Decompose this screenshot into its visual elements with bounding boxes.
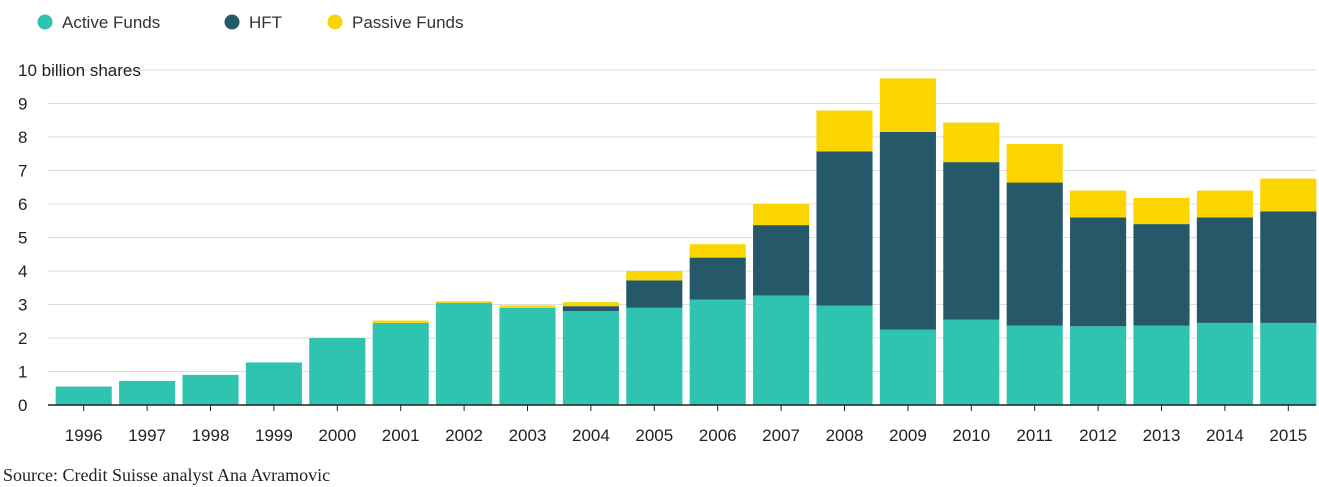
legend-marker-1 [224,14,240,30]
bar-2011-passive-funds [1006,144,1063,183]
bar-2004-hft [562,306,619,312]
x-tick-label-2008: 2008 [826,426,864,445]
bar-2003-passive-funds [499,305,556,308]
x-tick-label-2015: 2015 [1269,426,1307,445]
bar-2007-passive-funds [753,204,810,226]
bar-1996-active-funds [55,386,112,405]
x-tick-label-2002: 2002 [445,426,483,445]
x-tick-label-2000: 2000 [318,426,356,445]
bar-2014-hft [1196,217,1253,323]
bar-2006-passive-funds [689,244,746,258]
legend-label-0: Active Funds [62,13,160,32]
x-tick-label-2012: 2012 [1079,426,1117,445]
y-tick-label-0: 0 [18,396,27,415]
y-tick-label-4: 4 [18,262,27,281]
x-tick-label-2004: 2004 [572,426,610,445]
x-tick-label-2013: 2013 [1143,426,1181,445]
gridlines [48,69,1316,372]
bar-2001-passive-funds [372,320,429,323]
bar-2013-hft [1133,224,1190,326]
y-tick-label-1: 1 [18,363,27,382]
bar-2010-passive-funds [943,122,1000,163]
bar-2004-passive-funds [562,302,619,307]
x-tick-label-2006: 2006 [699,426,737,445]
x-tick-label-1998: 1998 [192,426,230,445]
x-tick-label-2010: 2010 [952,426,990,445]
y-tick-label-10: 10 billion shares [18,61,141,80]
bar-2015-hft [1260,211,1317,323]
bar-2002-passive-funds [436,301,493,303]
x-tick-label-2011: 2011 [1016,426,1053,445]
y-tick-label-2: 2 [18,329,27,348]
bar-2012-passive-funds [1070,190,1127,218]
x-tick-label-2009: 2009 [889,426,927,445]
y-tick-label-3: 3 [18,296,27,315]
bar-2009-active-funds [879,329,936,406]
bar-2013-passive-funds [1133,197,1190,225]
bar-2006-hft [689,257,746,300]
legend: Active Funds HFT Passive Funds [37,13,464,32]
x-tick-label-2001: 2001 [382,426,420,445]
y-tick-label-8: 8 [18,128,27,147]
bar-2015-passive-funds [1260,178,1317,212]
x-tick-label-2005: 2005 [635,426,673,445]
x-tick-label-2003: 2003 [509,426,547,445]
bar-2008-passive-funds [816,110,873,152]
legend-marker-2 [327,14,343,30]
x-tick-label-1996: 1996 [65,426,103,445]
bar-2001-active-funds [372,322,429,405]
bar-2005-passive-funds [626,271,683,281]
bar-2000-active-funds [309,338,366,405]
bar-2006-active-funds [689,299,746,405]
y-tick-label-9: 9 [18,95,27,114]
bar-2005-hft [626,280,683,308]
bar-2014-passive-funds [1196,190,1253,218]
bar-2008-hft [816,151,873,306]
x-tick-label-2007: 2007 [762,426,800,445]
bars [55,78,1317,406]
bar-2003-active-funds [499,307,556,405]
bar-2015-active-funds [1260,322,1317,405]
x-tick-label-2014: 2014 [1206,426,1244,445]
bar-1999-active-funds [245,362,302,405]
bar-2008-active-funds [816,305,873,405]
y-tick-label-6: 6 [18,195,27,214]
x-axis-ticks: 1996 1997 1998 1999 2000 2001 2002 2003 2004 2005… [65,405,1307,445]
bar-2007-hft [753,225,810,296]
legend-marker-0 [37,14,53,30]
bar-2012-active-funds [1070,326,1127,405]
legend-label-1: HFT [249,13,282,32]
bar-2004-active-funds [562,311,619,405]
bar-2011-active-funds [1006,325,1063,405]
bar-2010-active-funds [943,319,1000,405]
bar-2007-active-funds [753,295,810,405]
bar-2012-hft [1070,217,1127,327]
x-tick-label-1997: 1997 [128,426,166,445]
bar-2013-active-funds [1133,325,1190,405]
bar-2009-hft [879,131,936,330]
y-tick-label-7: 7 [18,162,27,181]
bar-2010-hft [943,162,1000,320]
legend-label-2: Passive Funds [352,13,464,32]
bar-2009-passive-funds [879,78,936,132]
source-caption: Source: Credit Suisse analyst Ana Avramo… [3,465,330,485]
bar-1998-active-funds [182,374,239,405]
y-axis-ticks: 0 1 2 3 4 5 6 7 8 9 10 billion shares [18,61,141,415]
bar-2002-active-funds [436,302,493,405]
y-tick-label-5: 5 [18,229,27,248]
x-tick-label-1999: 1999 [255,426,293,445]
bar-1997-active-funds [119,380,176,405]
bar-2014-active-funds [1196,322,1253,405]
bar-2011-hft [1006,182,1063,326]
bar-2005-active-funds [626,307,683,405]
